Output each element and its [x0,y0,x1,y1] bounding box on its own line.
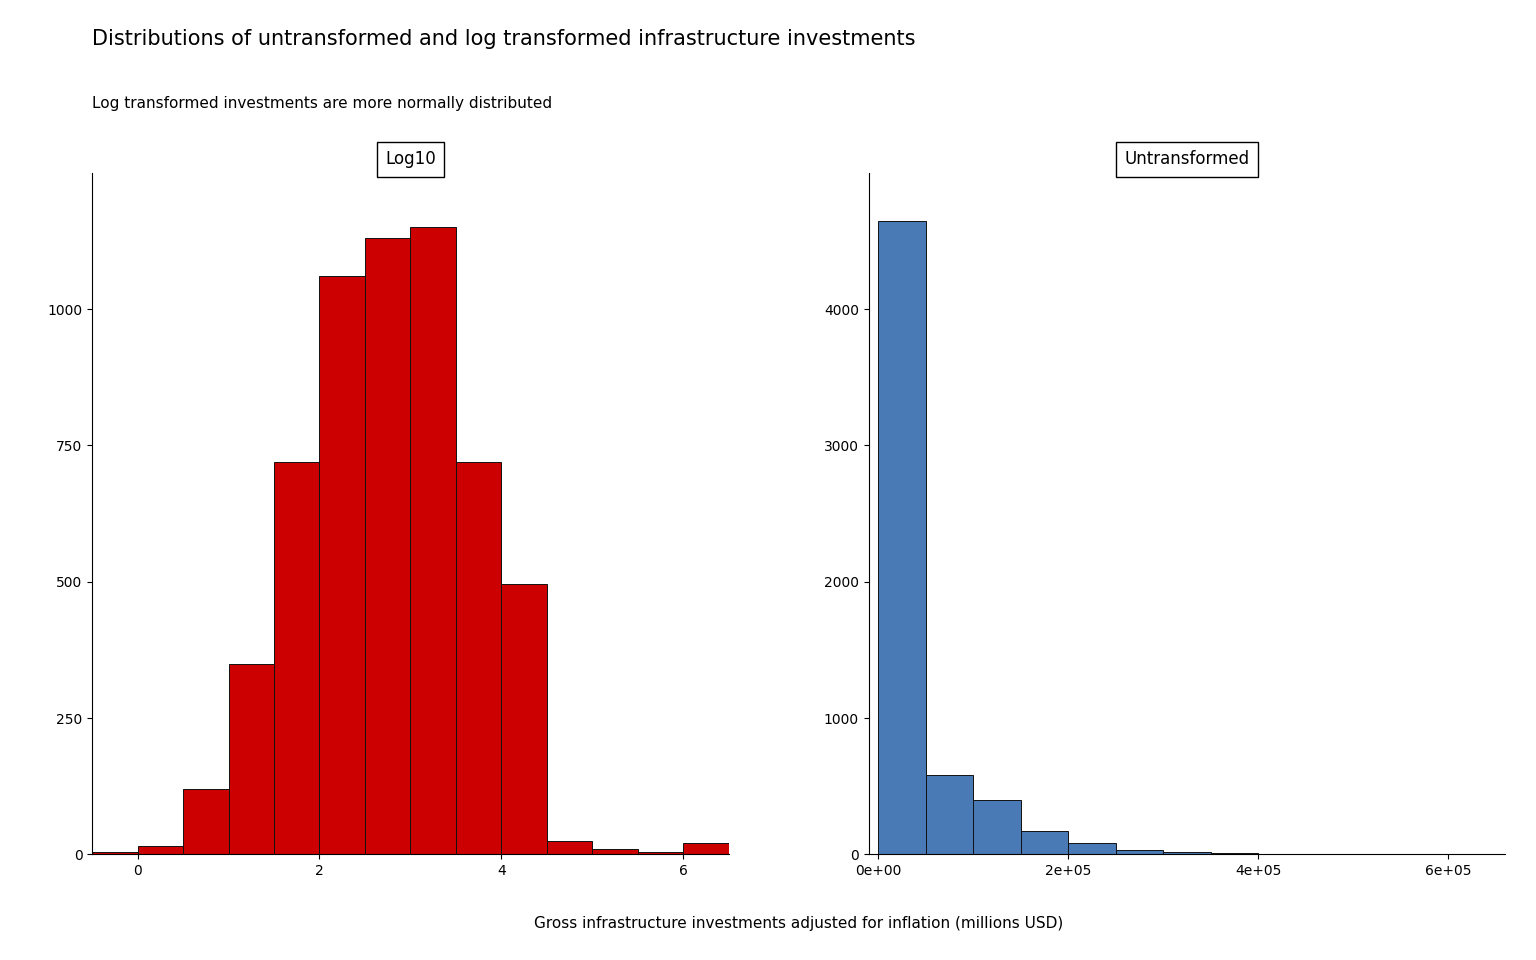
Text: Distributions of untransformed and log transformed infrastructure investments: Distributions of untransformed and log t… [92,29,915,49]
Title: Untransformed: Untransformed [1124,151,1250,168]
Bar [879,221,926,854]
Bar [974,800,1021,854]
Bar [319,276,366,854]
Bar [1210,853,1258,854]
Bar [501,585,547,854]
Bar [1068,844,1115,854]
Bar [1115,851,1163,854]
Bar [684,844,728,854]
Text: Gross infrastructure investments adjusted for inflation (millions USD): Gross infrastructure investments adjuste… [535,916,1063,931]
Bar [273,462,319,854]
Bar [1163,852,1210,854]
Bar [410,228,456,854]
Bar [183,789,229,854]
Bar [1021,830,1068,854]
Bar [593,849,637,854]
Bar [229,663,273,854]
Bar [926,776,974,854]
Bar [637,852,684,854]
Bar [366,238,410,854]
Bar [547,841,593,854]
Bar [138,846,183,854]
Text: Log transformed investments are more normally distributed: Log transformed investments are more nor… [92,96,553,111]
Bar [456,462,501,854]
Bar [92,852,138,854]
Title: Log10: Log10 [386,151,436,168]
